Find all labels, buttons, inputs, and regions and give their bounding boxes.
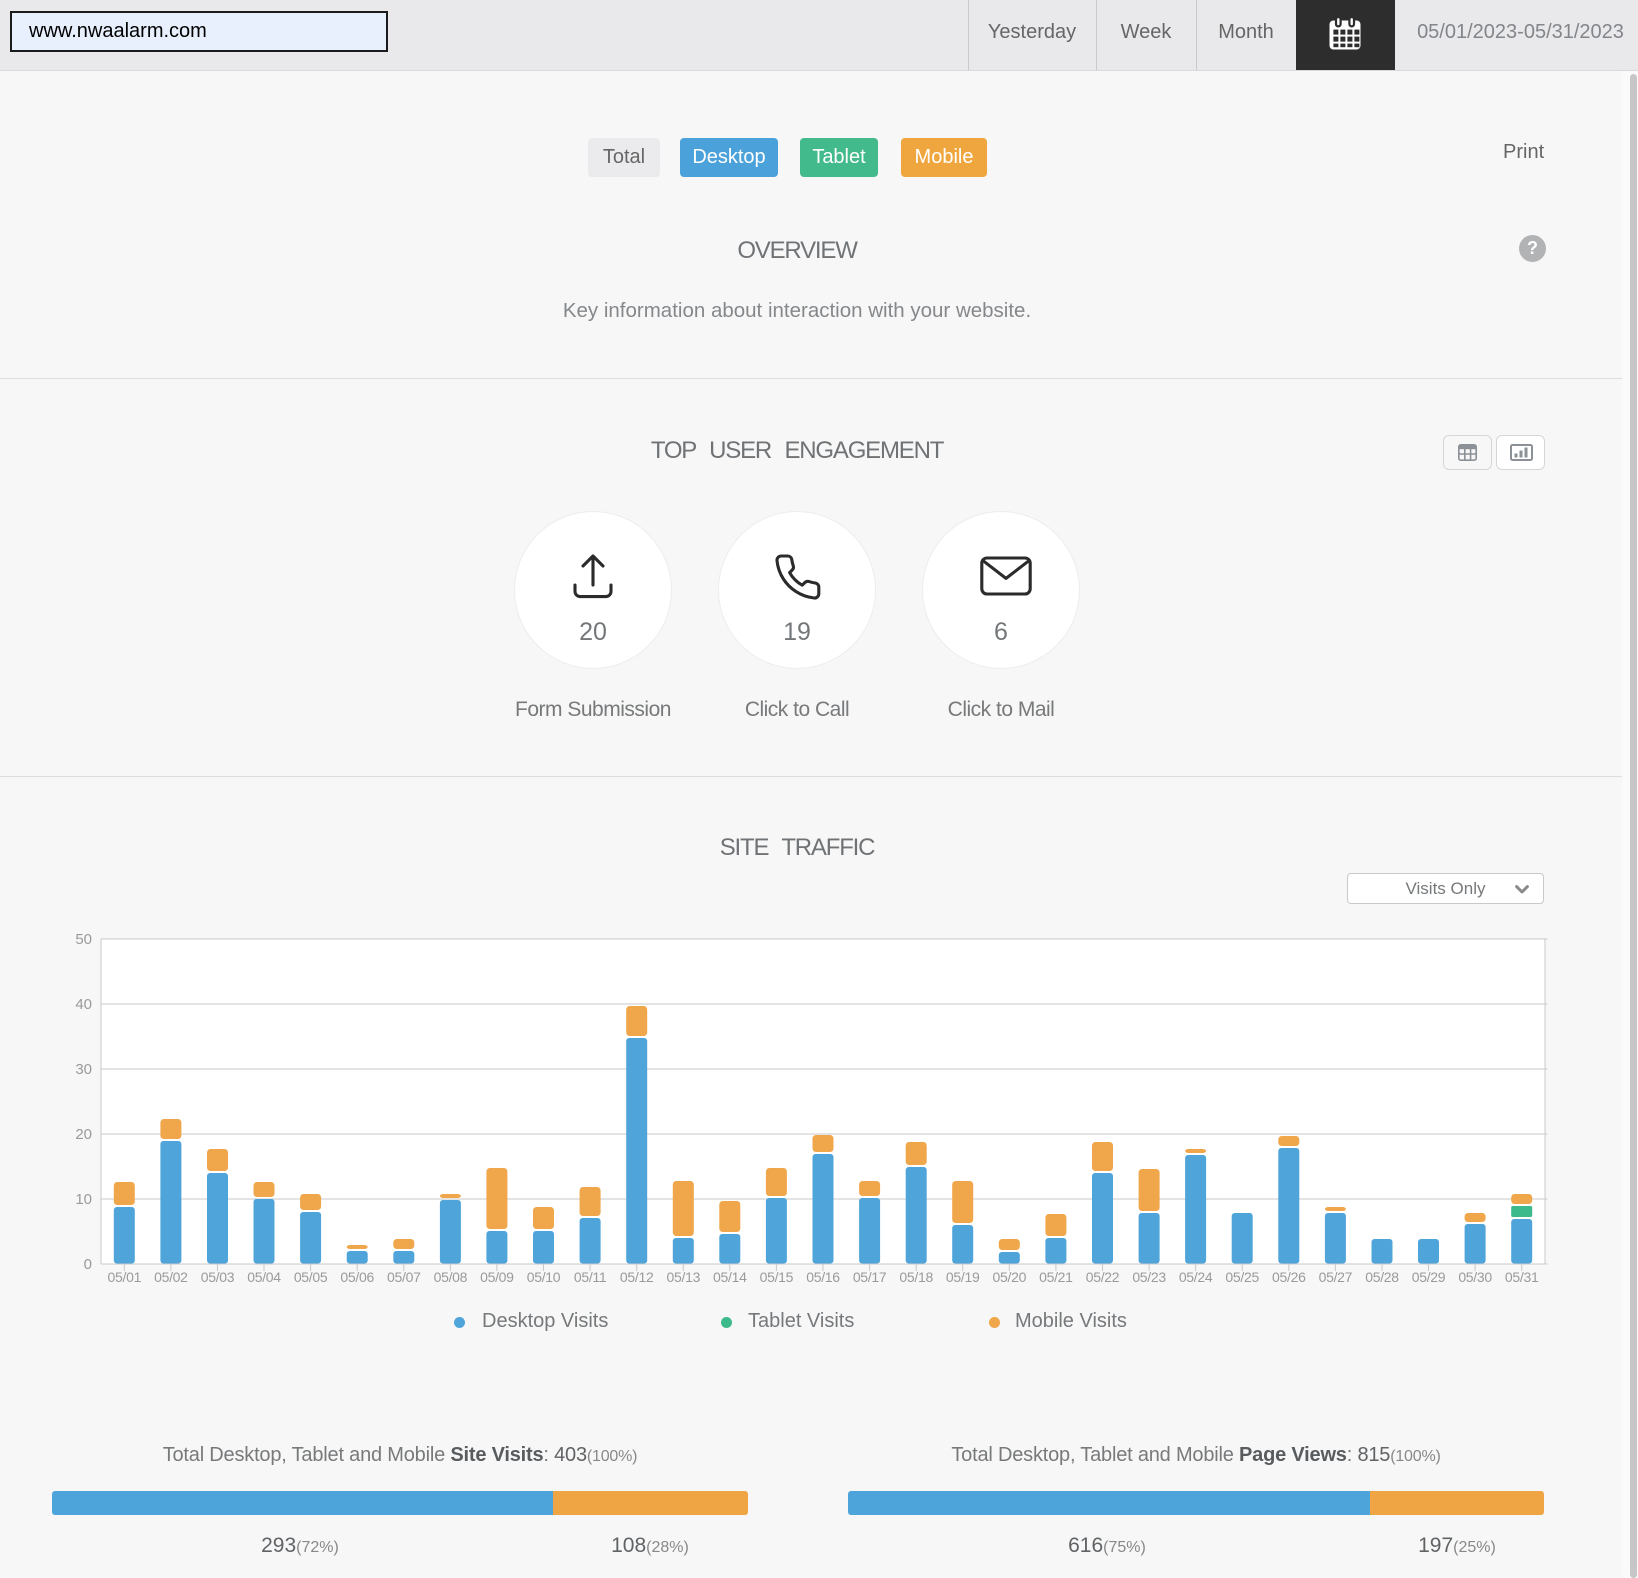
svg-text:30: 30: [75, 1061, 92, 1078]
svg-text:05/29: 05/29: [1412, 1269, 1446, 1285]
svg-text:05/17: 05/17: [853, 1269, 887, 1285]
svg-text:05/08: 05/08: [434, 1269, 468, 1285]
svg-text:05/04: 05/04: [247, 1269, 281, 1285]
svg-text:05/28: 05/28: [1365, 1269, 1399, 1285]
svg-text:05/02: 05/02: [154, 1269, 188, 1285]
svg-text:05/22: 05/22: [1086, 1269, 1120, 1285]
svg-text:05/31: 05/31: [1505, 1269, 1539, 1285]
svg-text:05/19: 05/19: [946, 1269, 980, 1285]
svg-text:50: 50: [75, 931, 92, 948]
svg-text:05/06: 05/06: [340, 1269, 374, 1285]
svg-text:05/03: 05/03: [201, 1269, 235, 1285]
svg-text:20: 20: [75, 1126, 92, 1143]
svg-text:05/01: 05/01: [108, 1269, 142, 1285]
svg-text:05/16: 05/16: [806, 1269, 840, 1285]
svg-text:05/12: 05/12: [620, 1269, 654, 1285]
svg-text:05/23: 05/23: [1132, 1269, 1166, 1285]
svg-text:05/25: 05/25: [1225, 1269, 1259, 1285]
svg-text:05/07: 05/07: [387, 1269, 421, 1285]
svg-text:05/05: 05/05: [294, 1269, 328, 1285]
svg-text:05/27: 05/27: [1319, 1269, 1353, 1285]
svg-text:40: 40: [75, 996, 92, 1013]
svg-text:05/13: 05/13: [667, 1269, 701, 1285]
svg-text:05/26: 05/26: [1272, 1269, 1306, 1285]
svg-text:05/11: 05/11: [574, 1269, 607, 1285]
svg-text:0: 0: [84, 1256, 92, 1273]
svg-text:05/21: 05/21: [1039, 1269, 1073, 1285]
svg-text:05/14: 05/14: [713, 1269, 747, 1285]
svg-text:05/09: 05/09: [480, 1269, 514, 1285]
svg-text:05/18: 05/18: [899, 1269, 933, 1285]
svg-text:10: 10: [75, 1191, 92, 1208]
svg-text:05/24: 05/24: [1179, 1269, 1213, 1285]
svg-text:05/15: 05/15: [760, 1269, 794, 1285]
svg-text:05/30: 05/30: [1458, 1269, 1492, 1285]
svg-text:05/20: 05/20: [993, 1269, 1027, 1285]
svg-text:05/10: 05/10: [527, 1269, 561, 1285]
